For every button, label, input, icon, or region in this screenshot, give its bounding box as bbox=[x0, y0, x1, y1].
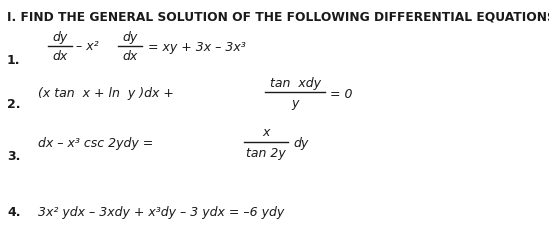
Text: – x²: – x² bbox=[76, 40, 99, 53]
Text: y: y bbox=[292, 96, 299, 109]
Text: dy: dy bbox=[293, 137, 308, 150]
Text: tan  xdy: tan xdy bbox=[270, 76, 321, 89]
Text: dx: dx bbox=[122, 50, 138, 63]
Text: (x tan  x + ln  y )dx +: (x tan x + ln y )dx + bbox=[38, 87, 174, 100]
Text: 1.: 1. bbox=[7, 54, 20, 67]
Text: = 0: = 0 bbox=[330, 87, 352, 100]
Text: I. FIND THE GENERAL SOLUTION OF THE FOLLOWING DIFFERENTIAL EQUATIONS:: I. FIND THE GENERAL SOLUTION OF THE FOLL… bbox=[7, 11, 549, 24]
Text: tan 2y: tan 2y bbox=[246, 147, 286, 160]
Text: dy: dy bbox=[52, 31, 68, 44]
Text: 4.: 4. bbox=[7, 206, 20, 219]
Text: x: x bbox=[262, 126, 270, 139]
Text: dx: dx bbox=[52, 50, 68, 63]
Text: dy: dy bbox=[122, 31, 138, 44]
Text: 3.: 3. bbox=[7, 149, 20, 162]
Text: 2.: 2. bbox=[7, 98, 20, 111]
Text: = xy + 3x – 3x³: = xy + 3x – 3x³ bbox=[148, 40, 246, 53]
Text: dx – x³ csc 2ydy =: dx – x³ csc 2ydy = bbox=[38, 137, 153, 150]
Text: 3x² ydx – 3xdy + x³dy – 3 ydx = –6 ydy: 3x² ydx – 3xdy + x³dy – 3 ydx = –6 ydy bbox=[38, 206, 284, 219]
